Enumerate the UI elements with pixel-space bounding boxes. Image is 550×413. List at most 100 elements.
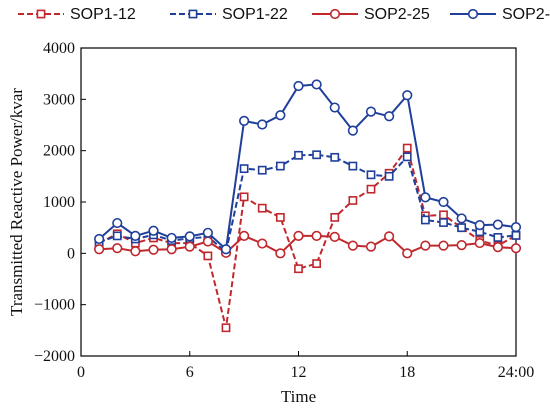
data-point (294, 150, 303, 160)
series-sop1-12 (94, 143, 521, 333)
data-point (439, 218, 448, 227)
data-point (94, 233, 105, 245)
data-point (402, 143, 412, 153)
x-axis-title: Time (281, 387, 316, 406)
data-point (384, 171, 394, 181)
data-point (203, 251, 213, 261)
y-tick-label: −2000 (34, 348, 75, 365)
data-point (510, 222, 522, 233)
data-point (365, 241, 377, 252)
data-point (312, 150, 322, 160)
data-point (130, 246, 141, 257)
data-point (511, 230, 521, 240)
data-point (130, 230, 141, 241)
data-point (239, 164, 249, 174)
legend-item: SOP2-25 (312, 6, 430, 23)
legend: SOP1-12 SOP1-22 SOP2-25 SOP2-29 (18, 6, 550, 23)
data-point (457, 223, 467, 233)
data-point (184, 231, 195, 242)
legend-marker (329, 8, 341, 20)
data-point (474, 237, 485, 249)
data-point (112, 243, 123, 254)
legend-label: SOP1-22 (222, 6, 288, 23)
data-point (275, 161, 285, 171)
data-point (348, 161, 358, 171)
data-point (112, 231, 122, 241)
x-tick-label: 0 (77, 364, 85, 381)
series-layer (94, 79, 522, 333)
data-point (257, 119, 268, 130)
legend-label: SOP2-25 (364, 6, 430, 23)
series-line (98, 83, 517, 252)
data-point (202, 236, 213, 247)
legend-label: SOP1-12 (70, 6, 136, 23)
data-point (202, 227, 213, 238)
data-point (492, 219, 503, 230)
data-point (347, 125, 358, 136)
axes: −2000 −1000 0 1000 2000 3000 4000 0 6 12 18 24:00 (34, 40, 534, 381)
legend-item: SOP2-29 (450, 6, 550, 23)
data-point (239, 192, 249, 202)
y-tick-label: 4000 (43, 40, 75, 57)
data-point (402, 248, 413, 259)
legend-item: SOP1-12 (18, 6, 136, 23)
series-sop2-29 (94, 79, 522, 255)
data-point (420, 240, 431, 251)
data-point (239, 230, 250, 241)
y-axis-title: Transmitted Reactive Power/kvar (7, 88, 26, 316)
data-point (257, 203, 267, 213)
data-point (148, 244, 159, 255)
data-point (439, 210, 448, 220)
data-point (239, 115, 250, 126)
data-point (438, 240, 449, 251)
data-point (402, 152, 412, 162)
series-sop2-25 (94, 230, 522, 259)
plot-frame (80, 47, 517, 357)
data-point (166, 232, 177, 244)
legend-marker (467, 8, 479, 20)
data-point (166, 244, 177, 255)
data-point (456, 213, 467, 224)
series-line (98, 153, 517, 254)
data-point (420, 192, 431, 203)
data-point (221, 323, 231, 333)
data-point (257, 165, 267, 175)
legend-item: SOP1-22 (170, 6, 288, 23)
data-point (384, 231, 395, 242)
legend-marker (188, 9, 198, 19)
data-point (420, 215, 430, 225)
y-tick-label: 0 (67, 245, 75, 262)
data-point (220, 244, 232, 255)
data-point (293, 80, 304, 92)
data-point (275, 110, 286, 121)
data-point (294, 264, 303, 274)
x-tick-label: 6 (186, 364, 194, 381)
data-point (184, 241, 195, 252)
series-line (99, 234, 517, 255)
data-point (438, 196, 449, 208)
legend-label: SOP2-29 (502, 6, 550, 23)
data-point (366, 170, 376, 180)
x-tick-label: 18 (399, 364, 415, 381)
data-point (293, 230, 304, 241)
data-point (402, 90, 413, 101)
data-point (275, 213, 285, 222)
data-point (366, 184, 376, 194)
data-point (112, 217, 123, 229)
y-tick-label: 2000 (43, 143, 75, 160)
data-point (492, 242, 503, 253)
y-tick-label: −1000 (34, 297, 75, 314)
data-point (148, 225, 159, 236)
data-point (329, 102, 340, 113)
data-point (329, 231, 340, 243)
y-tick-label: 1000 (43, 194, 75, 211)
data-point (510, 243, 522, 254)
data-point (493, 233, 503, 242)
data-point (347, 240, 358, 251)
data-point (311, 79, 322, 90)
data-point (474, 220, 485, 231)
x-tick-label: 24:00 (498, 364, 534, 381)
data-point (311, 230, 322, 241)
data-point (275, 248, 286, 259)
